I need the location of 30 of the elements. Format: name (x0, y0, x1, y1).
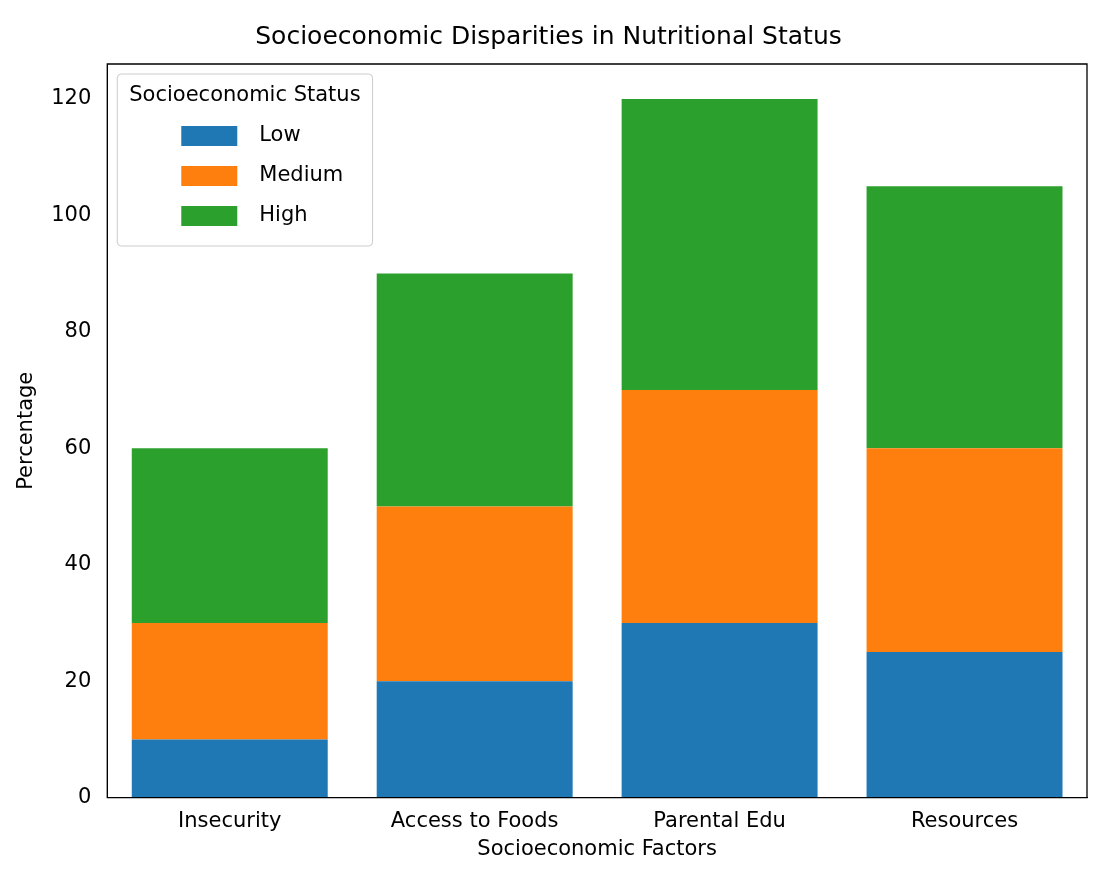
bar (376, 273, 573, 507)
chart-title: Socioeconomic Disparities in Nutritional Status (255, 20, 842, 50)
bar (131, 622, 328, 740)
y-tick-label: 120 (51, 85, 92, 110)
bar (621, 98, 818, 391)
y-tick-label: 100 (51, 201, 92, 226)
bar (866, 652, 1063, 798)
x-axis-title: Socioeconomic Factors (477, 835, 717, 860)
y-tick-label: 20 (64, 667, 92, 692)
x-tick-label: Insecurity (178, 807, 282, 832)
bar (376, 681, 573, 798)
bar (131, 739, 328, 798)
y-tick-label: 80 (64, 318, 92, 343)
x-tick-label: Access to Foods (390, 807, 559, 832)
y-tick-label: 60 (64, 434, 92, 459)
legend-label: Low (259, 122, 301, 147)
bar (621, 622, 818, 798)
y-tick-label: 40 (64, 551, 92, 576)
bar (866, 186, 1063, 449)
y-axis-title: Percentage (13, 371, 38, 490)
bar (621, 390, 818, 623)
legend-label: High (259, 202, 308, 227)
bar (131, 448, 328, 623)
bar (376, 506, 573, 682)
bar (866, 448, 1063, 653)
x-tick-label: Parental Edu (653, 807, 786, 832)
x-tick-label: Resources (910, 807, 1019, 832)
y-tick-label: 0 (77, 784, 92, 809)
legend-title: Socioeconomic Status (129, 82, 361, 107)
legend-label: Medium (259, 162, 344, 187)
